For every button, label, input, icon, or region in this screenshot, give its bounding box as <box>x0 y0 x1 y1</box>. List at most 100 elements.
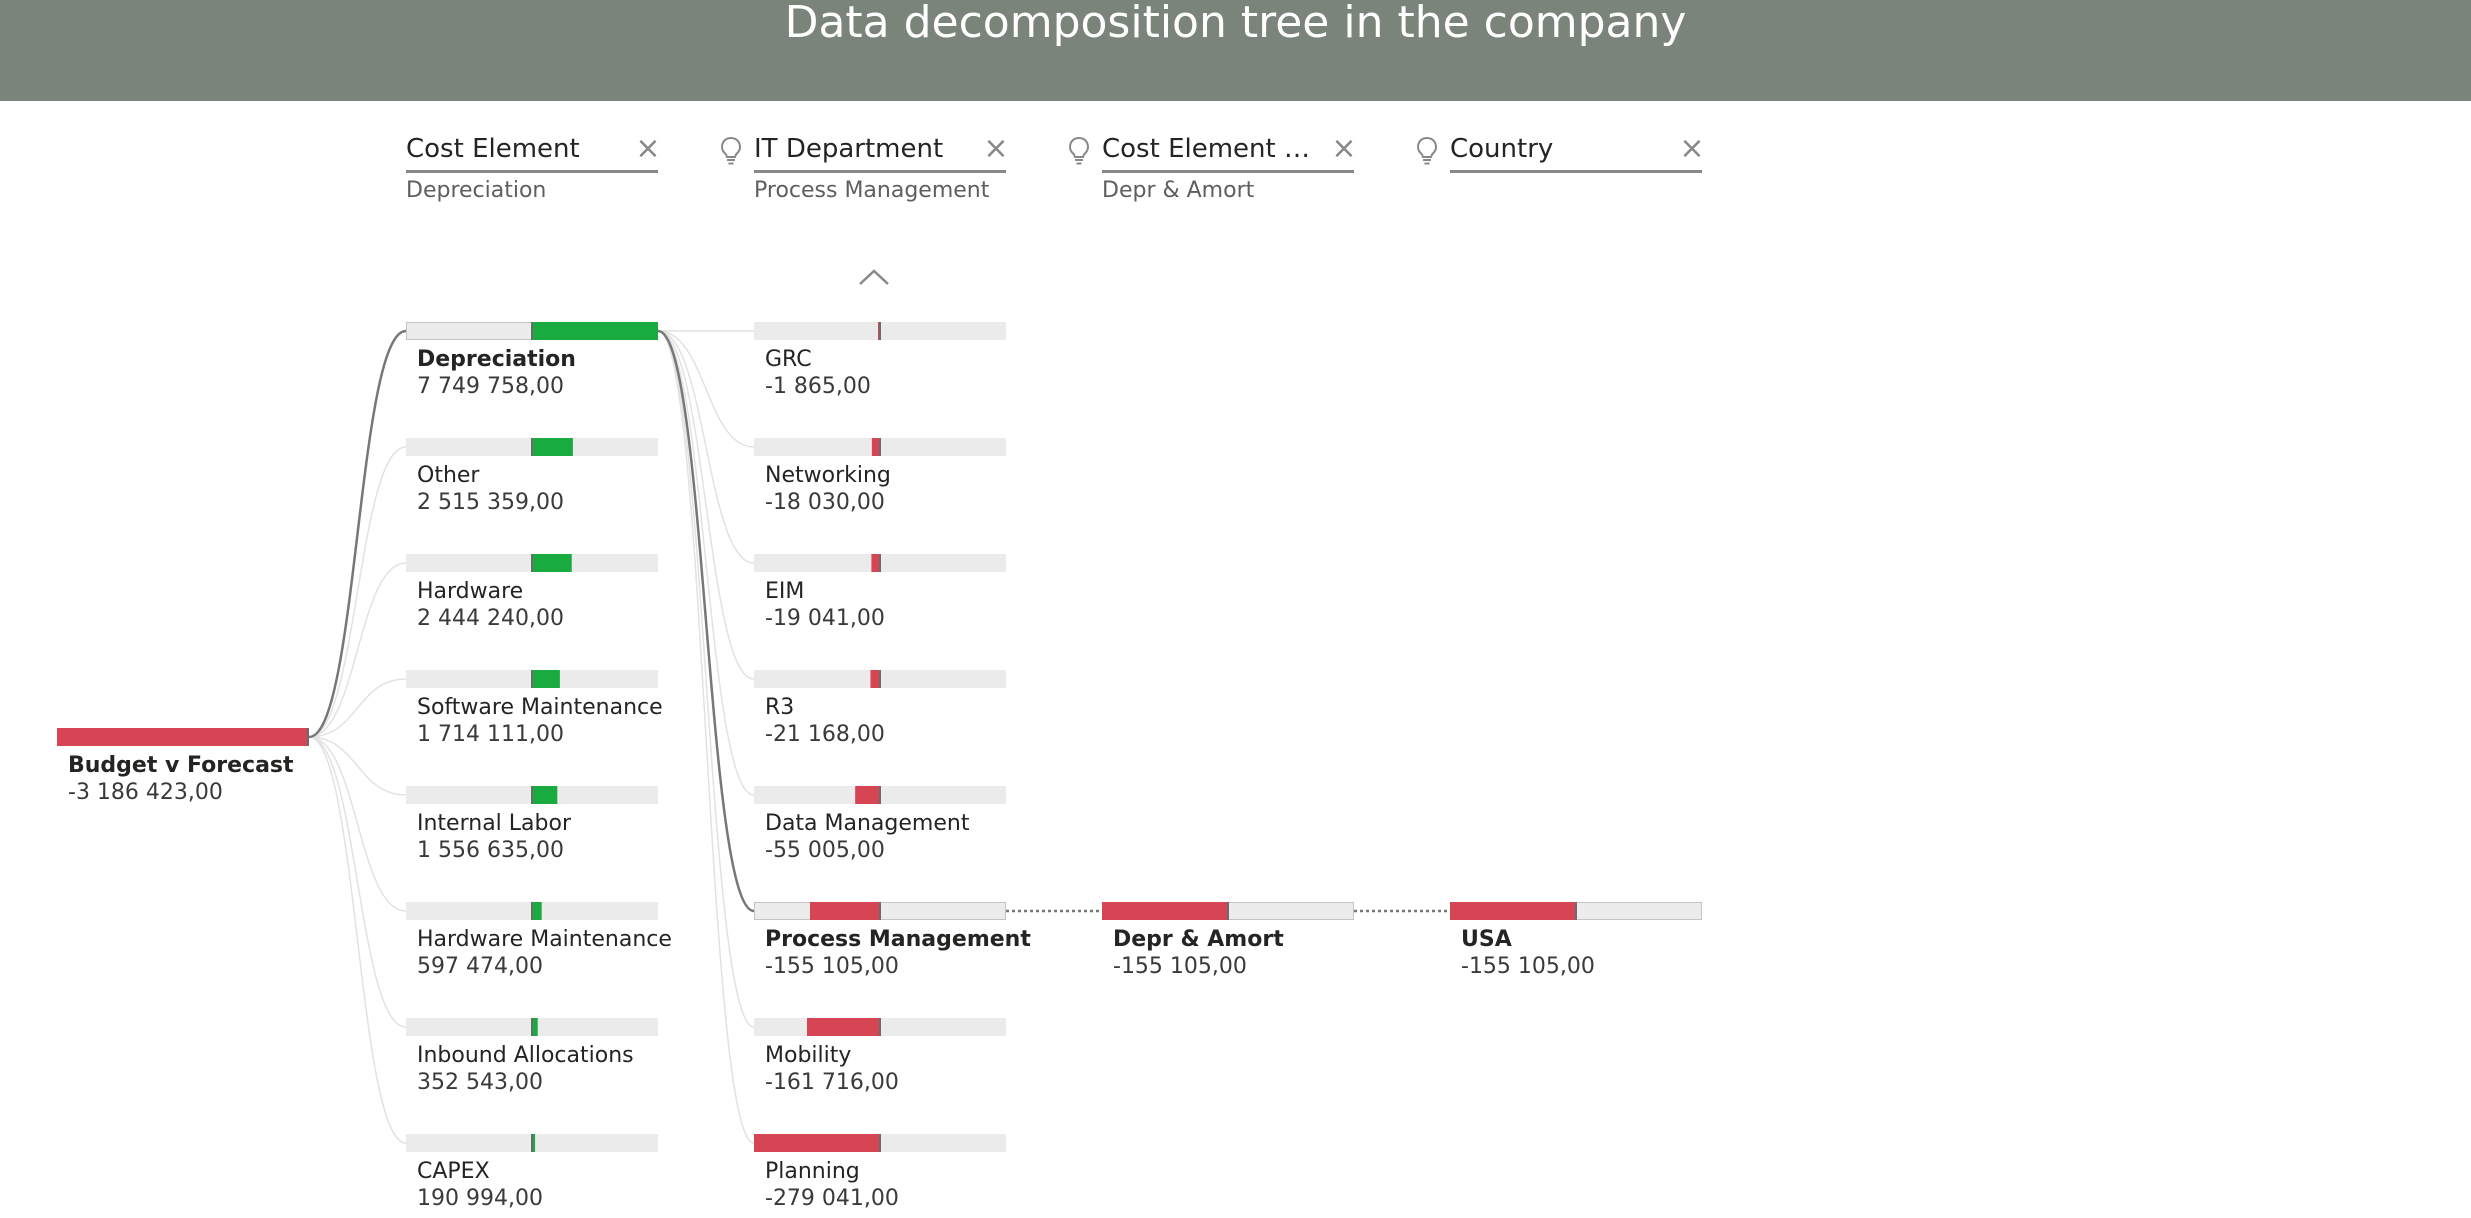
node-bar <box>406 902 658 920</box>
bar-fill <box>809 902 880 920</box>
connector <box>308 736 407 1144</box>
root-node[interactable]: Budget v Forecast -3 186 423,00 <box>57 728 309 812</box>
chevron-up-icon[interactable] <box>856 266 892 288</box>
close-icon[interactable]: × <box>1679 131 1705 166</box>
bar-fill <box>870 670 880 688</box>
lightbulb-icon[interactable] <box>1416 136 1438 166</box>
node-bar <box>57 728 309 746</box>
cost-element-node[interactable]: CAPEX 190 994,00 <box>406 1134 658 1218</box>
bar-fill <box>532 670 560 688</box>
close-icon[interactable]: × <box>983 131 1009 166</box>
node-bar <box>754 438 1006 456</box>
node-value: 352 543,00 <box>417 1070 543 1095</box>
cost-element-node[interactable]: Depreciation 7 749 758,00 <box>406 322 658 406</box>
node-label: GRC <box>765 347 812 372</box>
node-value: -1 865,00 <box>765 374 871 399</box>
cost-element-node[interactable]: Software Maintenance 1 714 111,00 <box>406 670 663 754</box>
node-label: Budget v Forecast <box>68 753 294 778</box>
bar-fill <box>855 786 880 804</box>
node-label: Planning <box>765 1159 860 1184</box>
cost-element-node[interactable]: Hardware Maintenance 597 474,00 <box>406 902 672 986</box>
node-value: 2 515 359,00 <box>417 490 564 515</box>
node-bar <box>754 1134 1006 1152</box>
bar-fill <box>57 728 309 746</box>
connector-selected <box>308 329 407 739</box>
node-label: EIM <box>765 579 805 604</box>
it-department-node[interactable]: GRC -1 865,00 <box>754 322 1006 406</box>
bar-fill <box>532 786 558 804</box>
node-label: Hardware Maintenance <box>417 927 672 952</box>
bar-fill <box>532 438 573 456</box>
it-department-node[interactable]: Planning -279 041,00 <box>754 1134 1006 1218</box>
level-underline <box>1102 170 1354 173</box>
bar-fill <box>1102 902 1228 920</box>
node-bar <box>754 1018 1006 1036</box>
node-value: 190 994,00 <box>417 1186 543 1211</box>
bar-fill <box>871 554 880 572</box>
cost-element-group-node[interactable]: Depr & Amort -155 105,00 <box>1102 902 1354 986</box>
node-value: -155 105,00 <box>1113 954 1247 979</box>
node-bar <box>406 1134 658 1152</box>
bar-fill <box>532 902 542 920</box>
node-bar <box>406 554 658 572</box>
connector <box>657 330 755 796</box>
it-department-node[interactable]: Networking -18 030,00 <box>754 438 1006 522</box>
node-value: -161 716,00 <box>765 1070 899 1095</box>
cost-element-node[interactable]: Internal Labor 1 556 635,00 <box>406 786 658 870</box>
level-underline <box>754 170 1006 173</box>
connector <box>657 330 755 448</box>
node-label: Depreciation <box>417 347 576 372</box>
node-bar <box>1450 902 1702 920</box>
node-value: -18 030,00 <box>765 490 885 515</box>
node-value: 7 749 758,00 <box>417 374 564 399</box>
node-value: -279 041,00 <box>765 1186 899 1211</box>
close-icon[interactable]: × <box>1331 131 1357 166</box>
node-bar <box>406 322 658 340</box>
node-bar <box>406 1018 658 1036</box>
bar-fill <box>1450 902 1576 920</box>
node-value: -155 105,00 <box>765 954 899 979</box>
cost-element-node[interactable]: Other 2 515 359,00 <box>406 438 658 522</box>
level-header-country: Country × <box>1450 132 1705 212</box>
bar-fill <box>806 1018 880 1036</box>
node-value: 1 556 635,00 <box>417 838 564 863</box>
level-underline <box>406 170 658 173</box>
connector <box>657 330 755 680</box>
level-header-it-department: IT Department × Process Management <box>754 132 1009 212</box>
node-value: 597 474,00 <box>417 954 543 979</box>
node-label: Process Management <box>765 927 1031 952</box>
cost-element-node[interactable]: Inbound Allocations 352 543,00 <box>406 1018 658 1102</box>
lightbulb-icon[interactable] <box>1068 136 1090 166</box>
it-department-node[interactable]: Data Management -55 005,00 <box>754 786 1006 870</box>
node-value: 1 714 111,00 <box>417 722 564 747</box>
node-value: -55 005,00 <box>765 838 885 863</box>
cost-element-node[interactable]: Hardware 2 444 240,00 <box>406 554 658 638</box>
connector <box>308 678 407 738</box>
node-value: -155 105,00 <box>1461 954 1595 979</box>
level-underline <box>1450 170 1702 173</box>
it-department-node[interactable]: Mobility -161 716,00 <box>754 1018 1006 1102</box>
close-icon[interactable]: × <box>635 131 661 166</box>
country-node[interactable]: USA -155 105,00 <box>1450 902 1702 986</box>
node-label: Mobility <box>765 1043 852 1068</box>
bar-fill <box>871 438 880 456</box>
node-label: Depr & Amort <box>1113 927 1284 952</box>
node-label: CAPEX <box>417 1159 490 1184</box>
node-bar <box>754 554 1006 572</box>
node-bar <box>754 902 1006 920</box>
it-department-node[interactable]: Process Management -155 105,00 <box>754 902 1031 986</box>
lightbulb-icon[interactable] <box>720 136 742 166</box>
connector <box>308 446 407 738</box>
node-label: Data Management <box>765 811 970 836</box>
node-label: Internal Labor <box>417 811 571 836</box>
bar-fill <box>532 322 658 340</box>
level-selected-value: Process Management <box>754 178 990 203</box>
connector <box>657 330 755 1144</box>
bar-fill <box>754 1134 880 1152</box>
connector <box>308 736 407 1028</box>
node-bar <box>406 786 658 804</box>
it-department-node[interactable]: EIM -19 041,00 <box>754 554 1006 638</box>
node-value: 2 444 240,00 <box>417 606 564 631</box>
it-department-node[interactable]: R3 -21 168,00 <box>754 670 1006 754</box>
